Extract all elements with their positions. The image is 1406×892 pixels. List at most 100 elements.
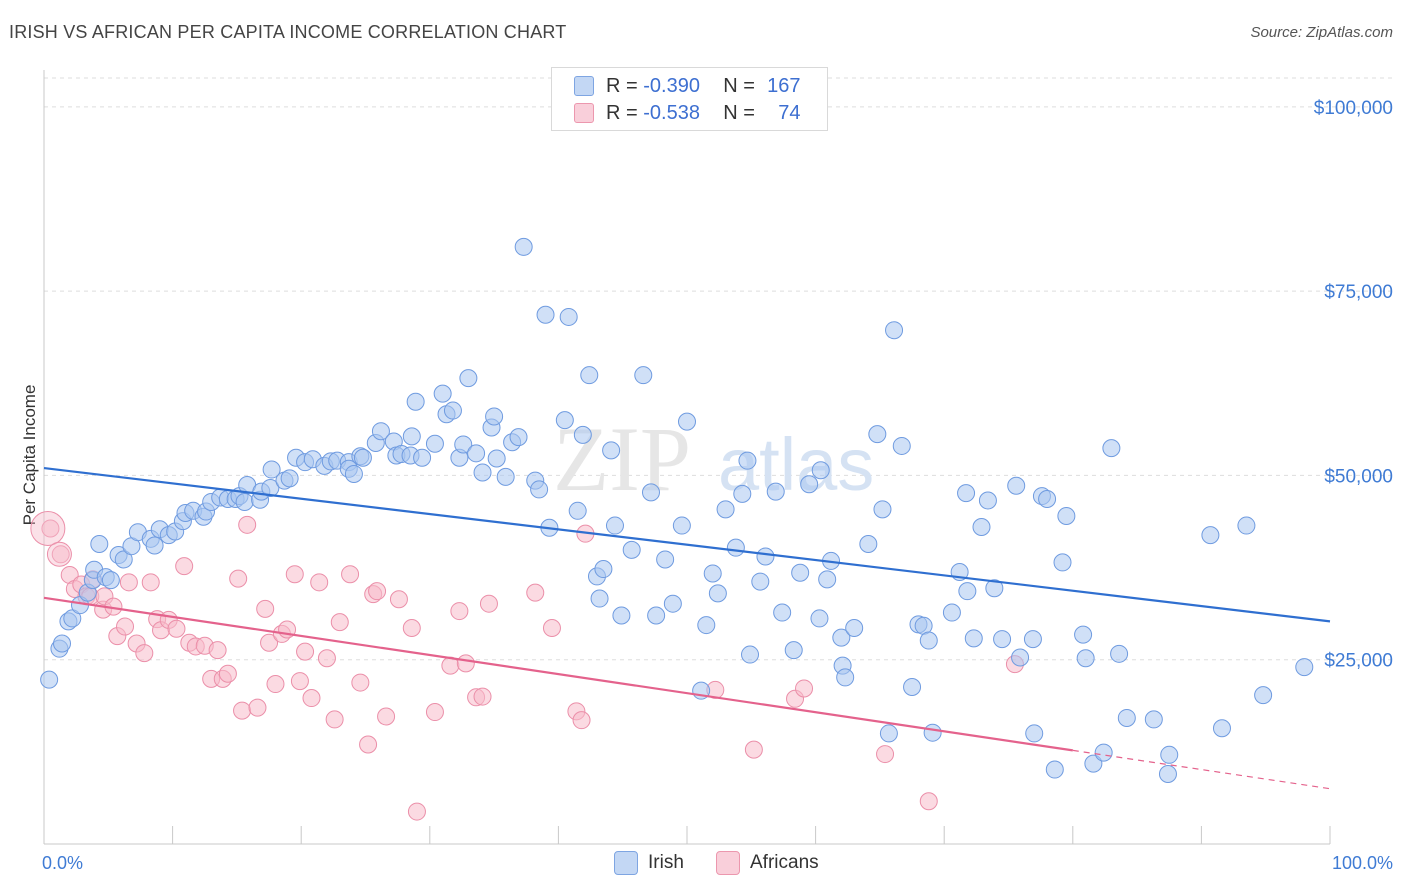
source-credit: Source: ZipAtlas.com xyxy=(1250,24,1393,41)
africans-point xyxy=(302,689,321,708)
irish-point xyxy=(663,594,682,613)
africans-point xyxy=(359,735,378,754)
africans-point xyxy=(175,557,194,576)
irish-point xyxy=(262,460,281,479)
irish-point xyxy=(903,677,922,696)
africans-point xyxy=(479,594,498,613)
africans-point xyxy=(407,802,426,821)
irish-point xyxy=(885,321,904,340)
irish-point xyxy=(647,606,666,625)
irish-point xyxy=(972,518,991,537)
irish-point xyxy=(1110,644,1129,663)
irish-point xyxy=(90,534,109,553)
africans-point xyxy=(135,644,154,663)
africans-point xyxy=(218,664,237,683)
irish-point xyxy=(280,469,299,488)
africans-point xyxy=(266,675,285,694)
africans-n-value: 74 xyxy=(778,101,801,124)
irish-point xyxy=(791,563,810,582)
africans-point xyxy=(46,541,72,567)
irish-point xyxy=(459,369,478,388)
irish-point xyxy=(923,723,942,742)
irish-point xyxy=(1212,719,1231,738)
africans-point xyxy=(526,583,545,602)
irish-point xyxy=(1144,710,1163,729)
irish-point xyxy=(1053,553,1072,572)
irish-point xyxy=(800,475,819,494)
irish-point xyxy=(622,540,641,559)
africans-point xyxy=(317,649,336,668)
irish-r-value: -0.390 xyxy=(643,74,700,97)
irish-point xyxy=(261,478,280,497)
irish-point xyxy=(836,668,855,687)
irish-points xyxy=(40,237,1314,783)
irish-point xyxy=(1011,648,1030,667)
irish-point xyxy=(811,461,830,480)
irish-point xyxy=(773,603,792,622)
irish-point xyxy=(859,534,878,553)
africans-point xyxy=(116,617,135,636)
irish-point xyxy=(101,571,120,590)
africans-point xyxy=(296,642,315,661)
irish-point xyxy=(485,407,504,426)
irish-point xyxy=(756,547,775,566)
africans-point xyxy=(248,698,267,717)
irish-point xyxy=(784,641,803,660)
irish-point xyxy=(641,483,660,502)
irish-point xyxy=(703,564,722,583)
africans-point xyxy=(141,573,160,592)
irish-point xyxy=(957,484,976,503)
africans-point xyxy=(377,707,396,726)
x-tick-label: 100.0% xyxy=(1332,853,1393,873)
irish-trend-line xyxy=(43,466,1331,623)
africans-point xyxy=(41,519,60,538)
irish-point xyxy=(978,491,997,510)
irish-point xyxy=(1254,686,1273,705)
y-tick-label: $50,000 xyxy=(1324,466,1393,487)
africans-point xyxy=(238,515,257,534)
legend-row-irish: R = -0.390 N = 167 xyxy=(574,73,801,99)
irish-point xyxy=(559,307,578,326)
africans-point xyxy=(456,654,475,673)
africans-point xyxy=(450,602,469,621)
irish-point xyxy=(697,616,716,635)
irish-n-label: N = xyxy=(723,74,755,97)
irish-point xyxy=(573,425,592,444)
irish-point xyxy=(590,589,609,608)
africans-point xyxy=(285,565,304,584)
irish-point xyxy=(454,435,473,454)
irish-point xyxy=(726,538,745,557)
legend-africans: Africans xyxy=(716,851,819,875)
africans-point xyxy=(351,673,370,692)
irish-point xyxy=(678,412,696,431)
y-axis-label: Per Capita Income xyxy=(20,385,39,526)
africans-point xyxy=(425,703,444,722)
irish-point xyxy=(985,579,1004,598)
africans-point xyxy=(473,687,492,706)
irish-point xyxy=(145,536,164,555)
africans-point xyxy=(572,711,591,730)
irish-point xyxy=(1007,476,1026,495)
irish-point xyxy=(1201,526,1220,545)
africans-point xyxy=(368,582,387,601)
irish-point xyxy=(738,451,757,470)
irish-point xyxy=(964,629,983,648)
irish-point xyxy=(716,500,735,519)
irish-r-label: R = xyxy=(606,74,638,97)
y-tick-label: $75,000 xyxy=(1324,282,1393,303)
irish-point xyxy=(53,634,72,653)
irish-point xyxy=(433,384,452,403)
irish-point xyxy=(958,582,977,601)
irish-point xyxy=(672,516,691,535)
irish-point xyxy=(810,609,829,628)
irish-point xyxy=(868,425,887,444)
africans-points xyxy=(30,511,1024,821)
irish-n-value: 167 xyxy=(767,74,801,97)
irish-point xyxy=(1045,760,1064,779)
watermark: ZIP atlas xyxy=(553,408,874,510)
irish-point xyxy=(235,492,254,511)
irish-point xyxy=(114,550,133,569)
africans-point xyxy=(542,619,561,638)
africans-point xyxy=(51,545,70,564)
